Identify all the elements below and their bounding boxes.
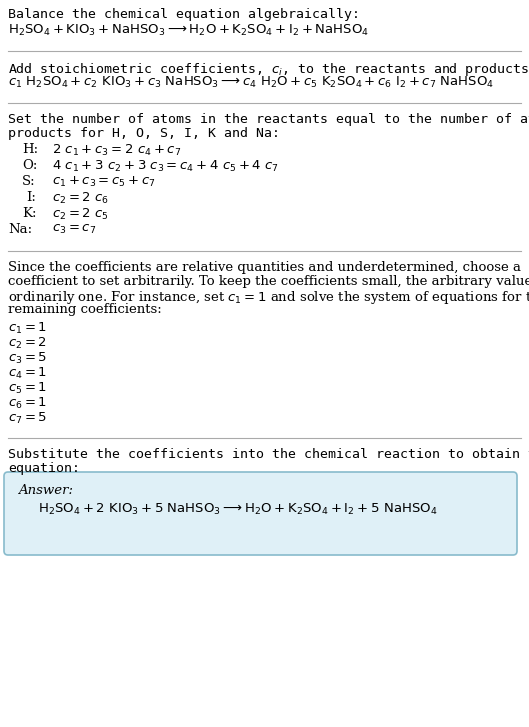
- Text: Since the coefficients are relative quantities and underdetermined, choose a: Since the coefficients are relative quan…: [8, 261, 521, 274]
- Text: $c_1\ \mathrm{H_2SO_4} + c_2\ \mathrm{KIO_3} + c_3\ \mathrm{NaHSO_3} \longrighta: $c_1\ \mathrm{H_2SO_4} + c_2\ \mathrm{KI…: [8, 75, 494, 90]
- Text: Answer:: Answer:: [18, 484, 73, 497]
- Text: $c_1 = 1$: $c_1 = 1$: [8, 321, 47, 336]
- Text: $c_2 = 2\ c_5$: $c_2 = 2\ c_5$: [52, 207, 109, 222]
- Text: Na:: Na:: [8, 223, 32, 236]
- Text: $\mathrm{H_2SO_4 + KIO_3 + NaHSO_3 \longrightarrow H_2O + K_2SO_4 + I_2 + NaHSO_: $\mathrm{H_2SO_4 + KIO_3 + NaHSO_3 \long…: [8, 23, 369, 38]
- Text: $c_2 = 2\ c_6$: $c_2 = 2\ c_6$: [52, 191, 109, 206]
- Text: $c_4 = 1$: $c_4 = 1$: [8, 366, 47, 381]
- Text: $4\ c_1 + 3\ c_2 + 3\ c_3 = c_4 + 4\ c_5 + 4\ c_7$: $4\ c_1 + 3\ c_2 + 3\ c_3 = c_4 + 4\ c_5…: [52, 159, 279, 174]
- Text: $c_5 = 1$: $c_5 = 1$: [8, 381, 47, 396]
- Text: Set the number of atoms in the reactants equal to the number of atoms in the: Set the number of atoms in the reactants…: [8, 113, 529, 126]
- Text: $c_7 = 5$: $c_7 = 5$: [8, 411, 47, 426]
- Text: O:: O:: [22, 159, 38, 172]
- Text: K:: K:: [22, 207, 37, 220]
- Text: remaining coefficients:: remaining coefficients:: [8, 303, 162, 316]
- Text: $c_1 + c_3 = c_5 + c_7$: $c_1 + c_3 = c_5 + c_7$: [52, 175, 156, 189]
- Text: $c_2 = 2$: $c_2 = 2$: [8, 336, 47, 351]
- Text: H:: H:: [22, 143, 38, 156]
- Text: $c_3 = 5$: $c_3 = 5$: [8, 351, 47, 366]
- Text: $\mathrm{H_2SO_4 + 2\ KIO_3 + 5\ NaHSO_3 \longrightarrow H_2O + K_2SO_4 + I_2 + : $\mathrm{H_2SO_4 + 2\ KIO_3 + 5\ NaHSO_3…: [38, 502, 437, 517]
- Text: Add stoichiometric coefficients, $c_i$, to the reactants and products:: Add stoichiometric coefficients, $c_i$, …: [8, 61, 529, 78]
- Text: Substitute the coefficients into the chemical reaction to obtain the balanced: Substitute the coefficients into the che…: [8, 448, 529, 461]
- FancyBboxPatch shape: [4, 472, 517, 555]
- Text: $2\ c_1 + c_3 = 2\ c_4 + c_7$: $2\ c_1 + c_3 = 2\ c_4 + c_7$: [52, 143, 181, 158]
- Text: equation:: equation:: [8, 462, 80, 475]
- Text: ordinarily one. For instance, set $c_1 = 1$ and solve the system of equations fo: ordinarily one. For instance, set $c_1 =…: [8, 289, 529, 306]
- Text: $c_3 = c_7$: $c_3 = c_7$: [52, 223, 96, 236]
- Text: products for H, O, S, I, K and Na:: products for H, O, S, I, K and Na:: [8, 127, 280, 140]
- Text: Balance the chemical equation algebraically:: Balance the chemical equation algebraica…: [8, 8, 360, 21]
- Text: I:: I:: [26, 191, 36, 204]
- Text: $c_6 = 1$: $c_6 = 1$: [8, 396, 47, 411]
- Text: coefficient to set arbitrarily. To keep the coefficients small, the arbitrary va: coefficient to set arbitrarily. To keep …: [8, 275, 529, 288]
- Text: S:: S:: [22, 175, 35, 188]
